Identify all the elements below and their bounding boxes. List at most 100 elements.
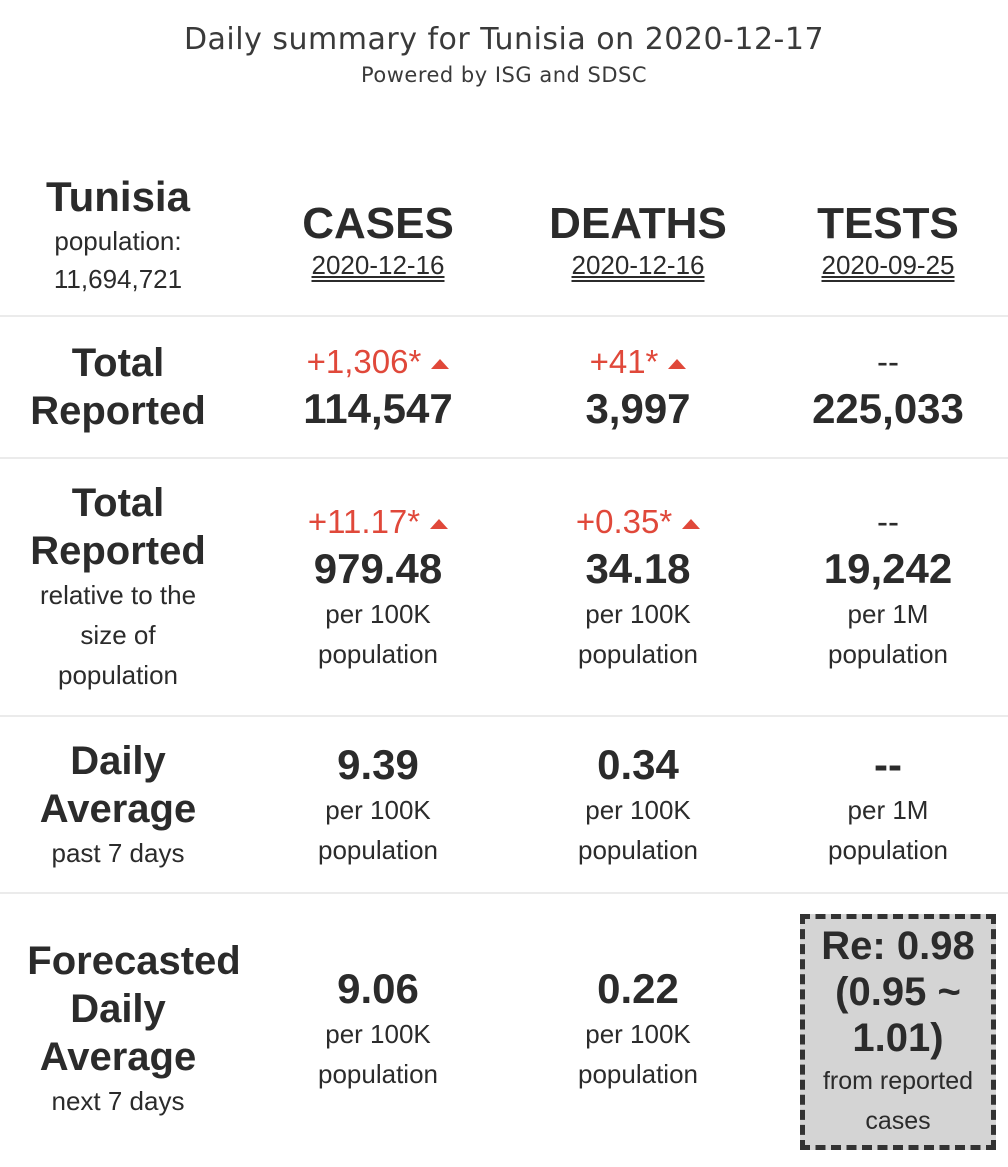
cases-delta: +11.17*	[307, 500, 449, 544]
daily-average-row: Daily Average past 7 days 9.39 per 100K …	[0, 717, 1008, 892]
unit-label: population	[318, 834, 438, 865]
unit-label: per 100K	[325, 794, 431, 825]
tests-delta: --	[877, 502, 899, 540]
population-value: 11,694,721	[53, 264, 183, 294]
total-deaths-value: 3,997	[585, 385, 691, 432]
re-value: Re: 0.98	[821, 924, 975, 968]
row-label-line: Daily	[70, 738, 166, 783]
forecast-cases-cell: 9.06 per 100K population	[248, 894, 508, 1164]
total-cases-value: 114,547	[303, 385, 453, 432]
forecast-cases-value: 9.06	[337, 965, 419, 1012]
relative-tests-value: 19,242	[823, 544, 953, 592]
relative-deaths-cell: +0.35* 34.18 per 100K population	[508, 459, 768, 714]
row-label-line: Daily	[70, 987, 166, 1031]
unit-label: per 100K	[325, 1019, 431, 1049]
re-estimate-box: Re: 0.98 (0.95 ~ 1.01) from reported cas…	[800, 914, 996, 1150]
row-label-line: Average	[39, 786, 197, 831]
tests-header: TESTS 2020-09-25	[768, 180, 1008, 300]
daily-cases-cell: 9.39 per 100K population	[248, 717, 508, 892]
row-sub-line: relative to the	[39, 579, 197, 610]
daily-average-label: Daily Average past 7 days	[0, 717, 236, 892]
row-divider	[0, 315, 1008, 317]
tests-date-link[interactable]: 2020-09-25	[821, 250, 955, 280]
relative-row: Total Reported relative to the size of p…	[0, 459, 1008, 714]
triangle-up-icon	[430, 518, 449, 529]
daily-deaths-value: 0.34	[597, 740, 679, 788]
total-reported-row: Total Reported +1,306* 114,547 +41* 3,99…	[0, 317, 1008, 457]
population-label: population:	[54, 226, 182, 256]
column-header-row: Tunisia population: 11,694,721 CASES 202…	[0, 160, 1008, 310]
total-deaths-cell: +41* 3,997	[508, 317, 768, 457]
relative-deaths-value: 34.18	[585, 544, 691, 592]
delta-value: +0.35*	[575, 502, 673, 540]
unit-label: per 100K	[585, 598, 691, 629]
unit-label: per 1M	[847, 794, 929, 825]
deaths-header: DEATHS 2020-12-16	[508, 180, 768, 300]
row-divider	[0, 892, 1008, 894]
triangle-up-icon	[431, 359, 450, 369]
page-subtitle: Powered by ISG and SDSC	[360, 63, 648, 87]
total-reported-label: Total Reported	[0, 317, 236, 457]
total-tests-cell: -- 225,033	[768, 317, 1008, 457]
total-cases-cell: +1,306* 114,547	[248, 317, 508, 457]
cases-header: CASES 2020-12-16	[248, 180, 508, 300]
cases-title: CASES	[302, 199, 454, 248]
unit-label: per 100K	[585, 1019, 691, 1049]
daily-cases-value: 9.39	[337, 740, 419, 788]
page-title: Daily summary for Tunisia on 2020-12-17	[183, 22, 825, 57]
deaths-delta: +0.35*	[575, 500, 701, 544]
triangle-up-icon	[682, 518, 701, 529]
row-label-line: Total	[71, 480, 165, 525]
delta-value: +41*	[589, 343, 659, 380]
forecast-deaths-cell: 0.22 per 100K population	[508, 894, 768, 1164]
deaths-date-link[interactable]: 2020-12-16	[571, 250, 705, 280]
relative-cases-cell: +11.17* 979.48 per 100K population	[248, 459, 508, 714]
unit-label: population	[318, 1059, 438, 1089]
forecast-row: Forecasted Daily Average next 7 days 9.0…	[0, 894, 1008, 1164]
row-divider	[0, 715, 1008, 717]
unit-label: population	[578, 1059, 698, 1089]
country-cell: Tunisia population: 11,694,721	[0, 160, 236, 310]
re-note-line: cases	[865, 1107, 931, 1135]
row-label-line: Average	[39, 1035, 197, 1079]
relative-tests-cell: -- 19,242 per 1M population	[768, 459, 1008, 714]
unit-label: population	[578, 638, 698, 669]
delta-value: +11.17*	[307, 502, 421, 540]
relative-label: Total Reported relative to the size of p…	[0, 459, 236, 714]
cases-date-link[interactable]: 2020-12-16	[311, 250, 445, 280]
deaths-delta: +41*	[590, 340, 687, 384]
daily-deaths-cell: 0.34 per 100K population	[508, 717, 768, 892]
row-label-line: Reported	[30, 528, 206, 573]
row-sub-line: next 7 days	[51, 1086, 185, 1116]
page-header: Daily summary for Tunisia on 2020-12-17 …	[0, 20, 1008, 90]
unit-label: population	[318, 638, 438, 669]
row-divider	[0, 457, 1008, 459]
row-label-line: Total	[71, 341, 165, 385]
delta-value: +1,306*	[306, 343, 422, 380]
cases-delta: +1,306*	[307, 340, 450, 384]
unit-label: per 100K	[585, 794, 691, 825]
deaths-title: DEATHS	[549, 199, 727, 248]
row-label-line: Reported	[30, 389, 206, 433]
relative-cases-value: 979.48	[313, 544, 443, 592]
daily-tests-value: --	[874, 740, 902, 788]
unit-label: population	[578, 834, 698, 865]
tests-title: TESTS	[817, 199, 959, 248]
row-sub-line: past 7 days	[51, 837, 185, 868]
unit-label: per 100K	[325, 598, 431, 629]
forecast-label: Forecasted Daily Average next 7 days	[0, 894, 268, 1164]
forecast-deaths-value: 0.22	[597, 965, 679, 1012]
daily-tests-cell: -- per 1M population	[768, 717, 1008, 892]
total-tests-value: 225,033	[812, 385, 964, 432]
re-range-line: (0.95 ~	[835, 970, 961, 1014]
triangle-up-icon	[668, 359, 687, 369]
re-note-line: from reported	[822, 1067, 974, 1095]
row-sub-line: population	[58, 659, 178, 690]
row-label-line: Forecasted	[27, 939, 241, 983]
unit-label: per 1M	[847, 598, 929, 629]
unit-label: population	[828, 834, 948, 865]
row-sub-line: size of	[80, 619, 156, 650]
country-name: Tunisia	[46, 173, 190, 220]
tests-delta: --	[877, 343, 899, 380]
unit-label: population	[828, 638, 948, 669]
